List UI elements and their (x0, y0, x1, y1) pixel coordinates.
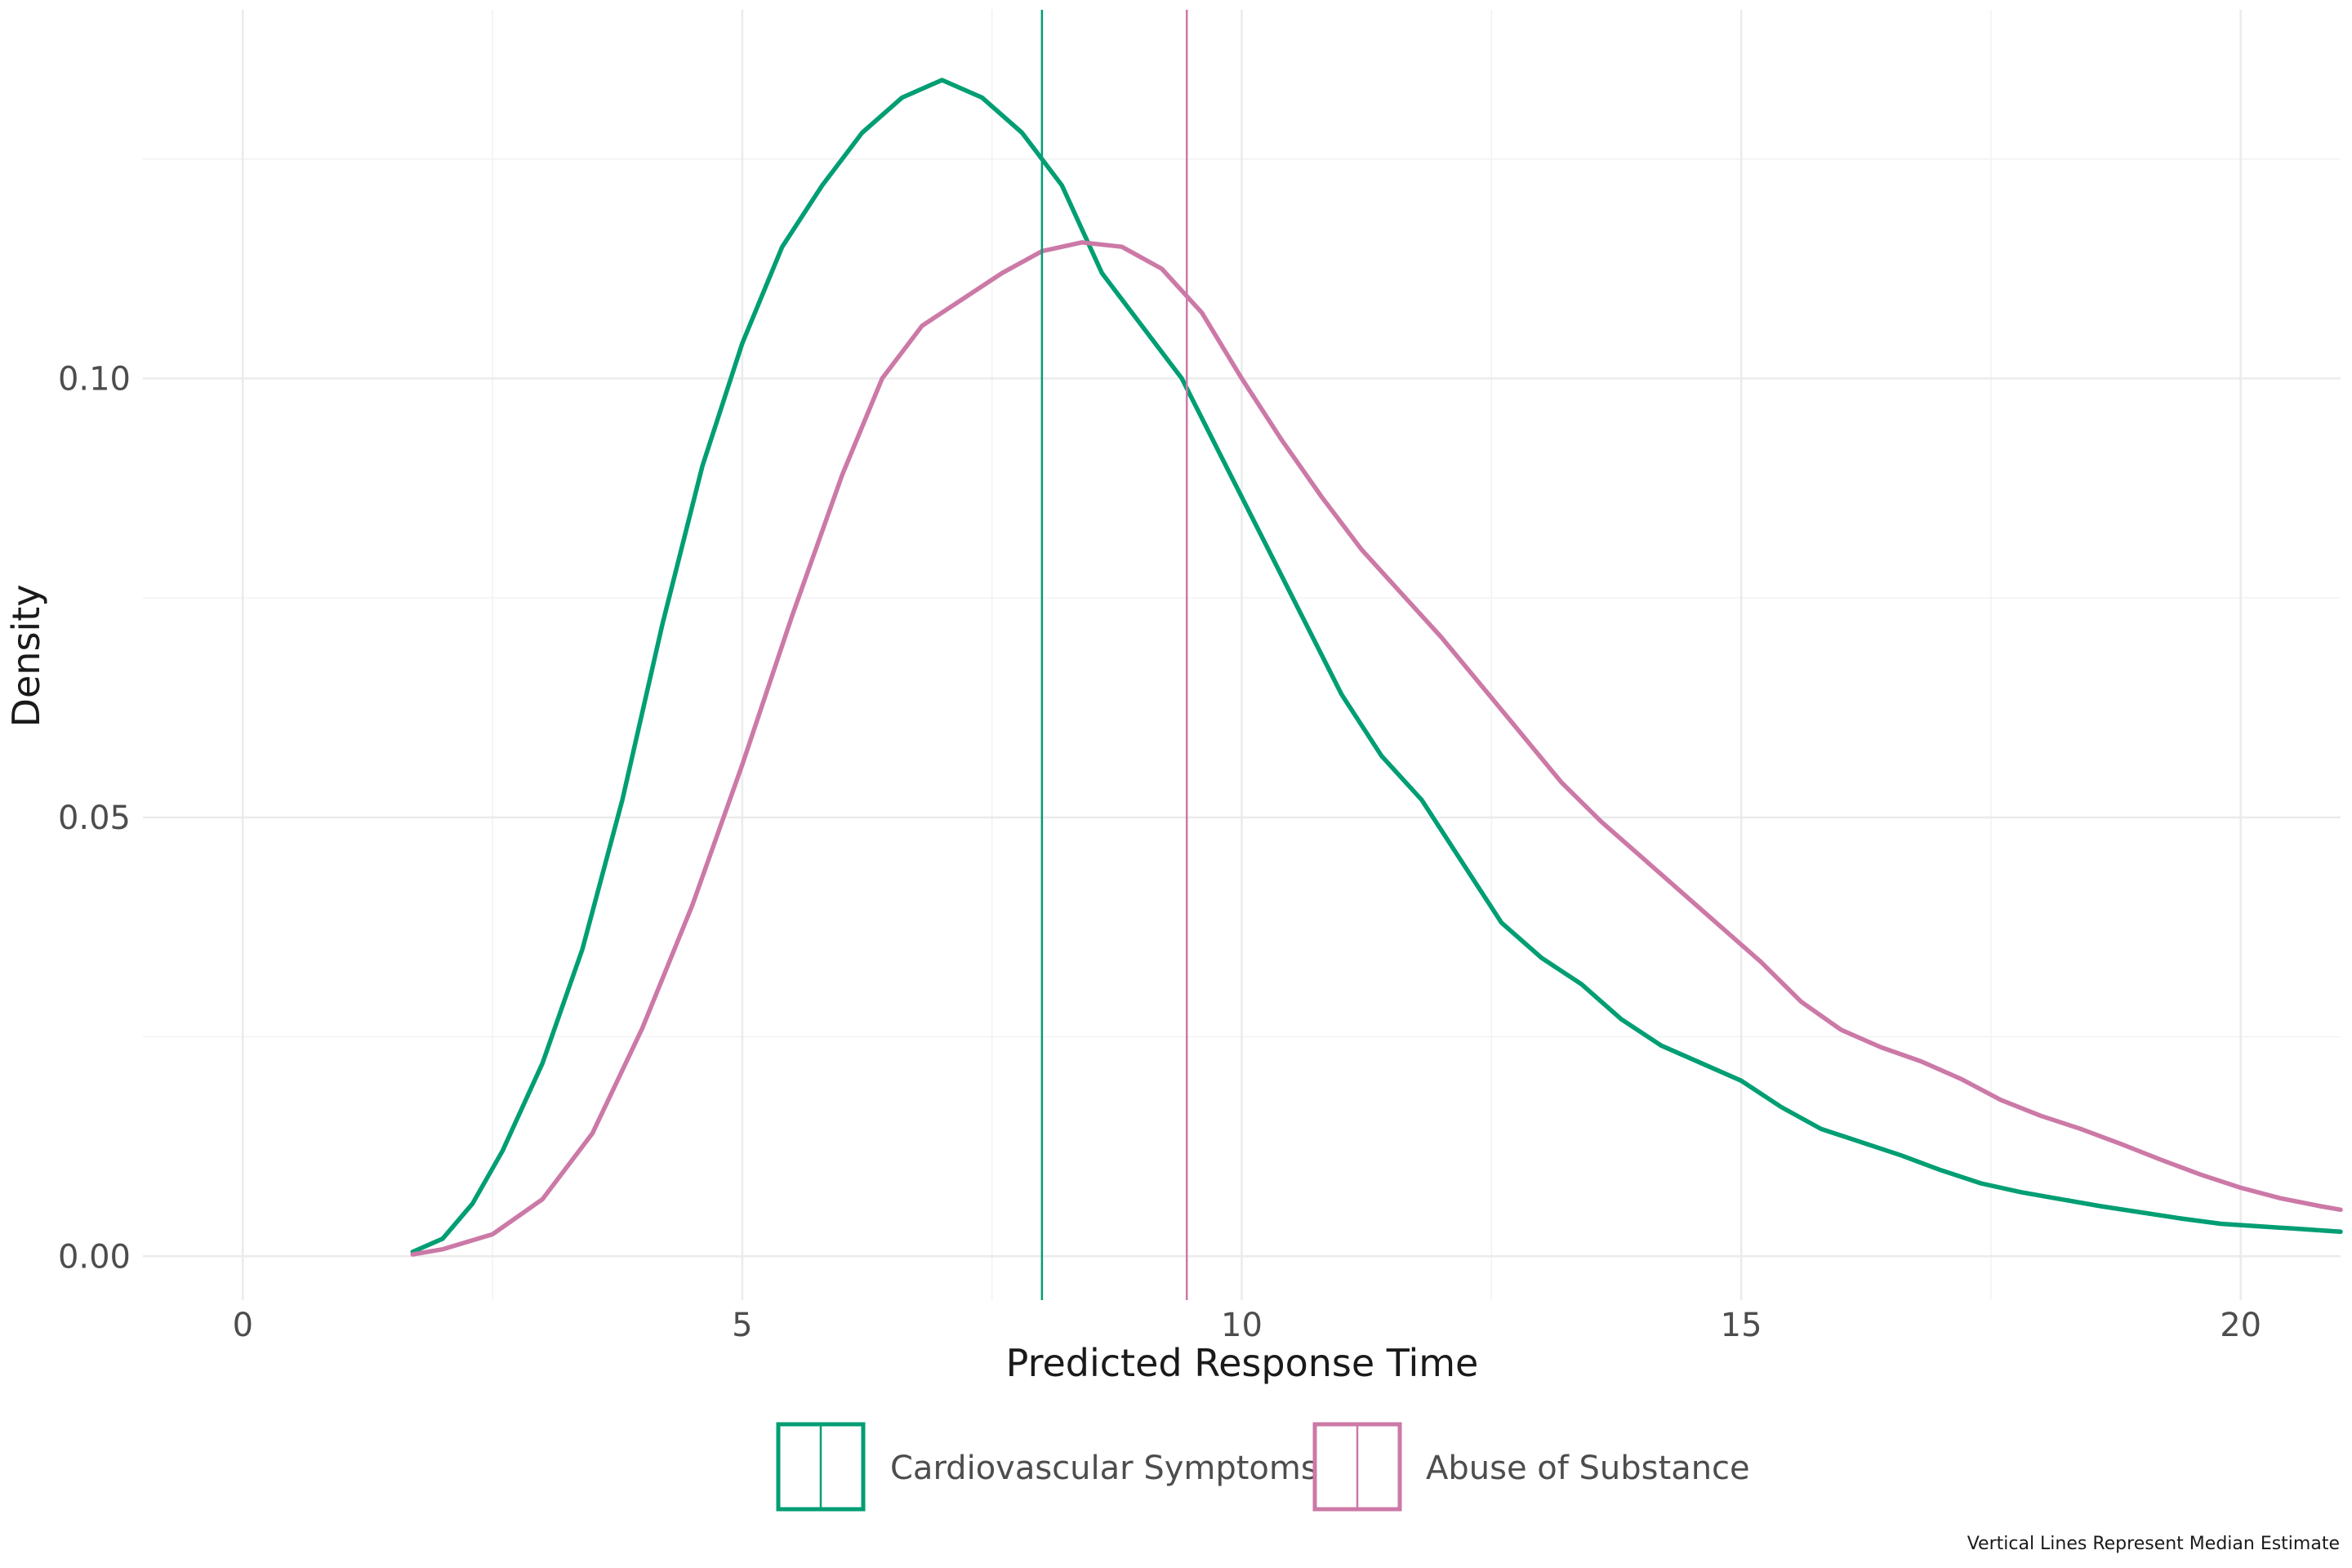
x-tick-label-2: 10 (1221, 1307, 1263, 1344)
x-axis-title: Predicted Response Time (1006, 1341, 1479, 1385)
y-tick-label-2: 0.10 (58, 360, 131, 398)
median-lines (1040, 10, 1188, 1300)
density-curve-1 (410, 240, 2343, 1257)
x-tick-label-4: 20 (2220, 1307, 2261, 1344)
y-tick-label-1: 0.05 (58, 800, 131, 837)
x-tick-label-0: 0 (233, 1307, 253, 1344)
x-axis-tick-labels: 0 5 10 15 20 (233, 1307, 2262, 1344)
grid-lines (143, 10, 2341, 1300)
legend-item-cardiovascular: Cardiovascular Symptoms (776, 1422, 1318, 1512)
caption: Vertical Lines Represent Median Estimate (1967, 1534, 2340, 1554)
x-tick-label-1: 5 (732, 1307, 752, 1344)
x-tick-label-3: 15 (1721, 1307, 1762, 1344)
y-tick-label-0: 0.00 (58, 1238, 131, 1276)
density-curves (410, 78, 2343, 1257)
density-curve-0 (410, 78, 2343, 1254)
legend: Cardiovascular Symptoms Abuse of Substan… (776, 1422, 1750, 1512)
legend-label-substance: Abuse of Substance (1426, 1450, 1750, 1487)
y-axis-tick-labels: 0.00 0.05 0.10 (58, 360, 131, 1276)
legend-item-substance: Abuse of Substance (1312, 1422, 1750, 1512)
legend-label-cardiovascular: Cardiovascular Symptoms (890, 1450, 1318, 1487)
y-axis-title: Density (4, 585, 48, 728)
